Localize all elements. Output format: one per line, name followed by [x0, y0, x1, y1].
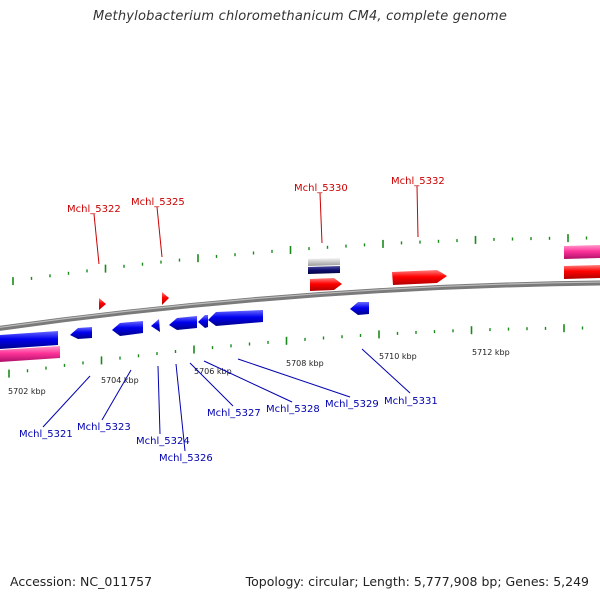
- gene-label-mchl-5330[interactable]: Mchl_5330: [294, 183, 348, 194]
- gene-label-mchl-5328[interactable]: Mchl_5328: [266, 404, 320, 415]
- scale-label: 5704 kbp: [101, 376, 139, 385]
- scale-label: 5710 kbp: [379, 352, 417, 361]
- callout-line-mchl-5324: [157, 365, 161, 435]
- callout-line-mchl-5321: [42, 375, 91, 428]
- feature-mchl-5326[interactable]: [169, 316, 197, 330]
- callout-line-mchl-5331: [361, 348, 411, 394]
- genome-summary-text: Topology: circular; Length: 5,777,908 bp…: [245, 574, 589, 589]
- scale-label: 5712 kbp: [472, 348, 510, 357]
- scale-label: 5702 kbp: [8, 387, 46, 396]
- gene-label-mchl-5326[interactable]: Mchl_5326: [159, 453, 213, 464]
- inner-tick-row: [8, 324, 584, 378]
- feature-mchl-5324[interactable]: [151, 319, 160, 332]
- callout-line-mchl-5323: [101, 369, 132, 421]
- feature-rna-pink-left[interactable]: [0, 346, 60, 362]
- outer-tick-row: [12, 234, 588, 286]
- feature-mchl-5321[interactable]: [70, 327, 92, 339]
- feature-mchl-5330[interactable]: [310, 278, 342, 291]
- feature-cds-red-edge[interactable]: [564, 265, 600, 279]
- gene-label-mchl-5327[interactable]: Mchl_5327: [207, 408, 261, 419]
- scale-label: 5706 kbp: [194, 367, 232, 376]
- gene-label-mchl-5331[interactable]: Mchl_5331: [384, 396, 438, 407]
- map-title: Methylobacterium chloromethanicum CM4, c…: [92, 9, 508, 24]
- feature-rna-navy[interactable]: [308, 266, 340, 274]
- genome-backbone: [0, 280, 600, 331]
- feature-mchl-5325[interactable]: [162, 292, 169, 305]
- gene-label-mchl-5323[interactable]: Mchl_5323: [77, 422, 131, 433]
- callout-line-mchl-5328: [203, 360, 293, 403]
- callout-line-mchl-5325: [156, 206, 163, 258]
- feature-cds-blue-left-edge[interactable]: [0, 331, 58, 349]
- gene-label-mchl-5321[interactable]: Mchl_5321: [19, 429, 73, 440]
- callout-line-mchl-5327: [189, 362, 234, 407]
- feature-rna-grey[interactable]: [308, 258, 340, 266]
- gene-label-mchl-5322[interactable]: Mchl_5322: [67, 204, 121, 215]
- feature-rna-pink-top-right[interactable]: [564, 245, 600, 259]
- feature-mchl-5327[interactable]: [198, 315, 208, 328]
- scale-label: 5708 kbp: [286, 359, 324, 368]
- feature-mchl-5331[interactable]: [350, 302, 369, 315]
- gene-label-mchl-5332[interactable]: Mchl_5332: [391, 176, 445, 187]
- feature-mchl-5332[interactable]: [392, 270, 447, 285]
- feature-mchl-5322[interactable]: [99, 298, 106, 310]
- gene-label-mchl-5324[interactable]: Mchl_5324: [136, 436, 190, 447]
- callout-line-mchl-5332: [416, 185, 419, 238]
- gene-label-mchl-5329[interactable]: Mchl_5329: [325, 399, 379, 410]
- callout-line-mchl-5330: [319, 192, 323, 244]
- callout-line-mchl-5326: [175, 363, 186, 452]
- callout-line-mchl-5322: [93, 213, 100, 265]
- accession-text: Accession: NC_011757: [10, 574, 153, 589]
- feature-mchl-5328[interactable]: [208, 310, 263, 326]
- gene-label-mchl-5325[interactable]: Mchl_5325: [131, 197, 185, 208]
- callout-line-mchl-5329: [237, 358, 351, 398]
- feature-mchl-5323[interactable]: [112, 321, 143, 336]
